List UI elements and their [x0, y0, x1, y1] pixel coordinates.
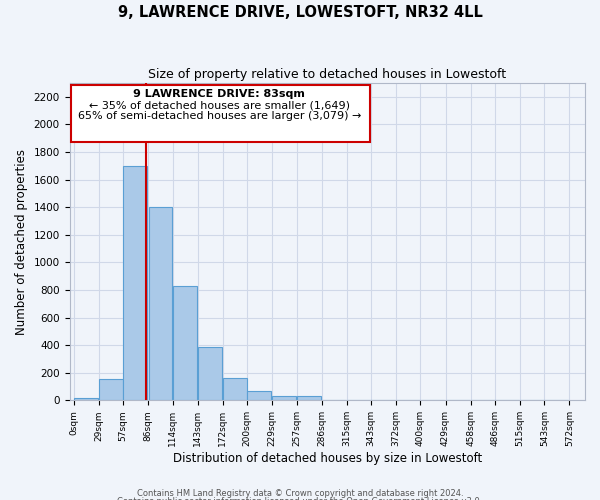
- Bar: [223, 378, 247, 400]
- FancyBboxPatch shape: [71, 85, 370, 142]
- Text: Contains HM Land Registry data © Crown copyright and database right 2024.: Contains HM Land Registry data © Crown c…: [137, 488, 463, 498]
- Bar: [297, 396, 320, 400]
- Title: Size of property relative to detached houses in Lowestoft: Size of property relative to detached ho…: [148, 68, 506, 80]
- Bar: [149, 207, 172, 400]
- Text: 65% of semi-detached houses are larger (3,079) →: 65% of semi-detached houses are larger (…: [78, 112, 361, 122]
- X-axis label: Distribution of detached houses by size in Lowestoft: Distribution of detached houses by size …: [173, 452, 482, 465]
- Text: ← 35% of detached houses are smaller (1,649): ← 35% of detached houses are smaller (1,…: [89, 100, 350, 110]
- Bar: [74, 398, 98, 400]
- Bar: [198, 346, 222, 401]
- Bar: [247, 392, 271, 400]
- Bar: [99, 379, 123, 400]
- Text: Contains public sector information licensed under the Open Government Licence v3: Contains public sector information licen…: [118, 498, 482, 500]
- Y-axis label: Number of detached properties: Number of detached properties: [15, 148, 28, 334]
- Text: 9 LAWRENCE DRIVE: 83sqm: 9 LAWRENCE DRIVE: 83sqm: [133, 90, 305, 100]
- Bar: [173, 286, 197, 401]
- Bar: [124, 166, 147, 400]
- Bar: [272, 396, 296, 400]
- Text: 9, LAWRENCE DRIVE, LOWESTOFT, NR32 4LL: 9, LAWRENCE DRIVE, LOWESTOFT, NR32 4LL: [118, 5, 482, 20]
